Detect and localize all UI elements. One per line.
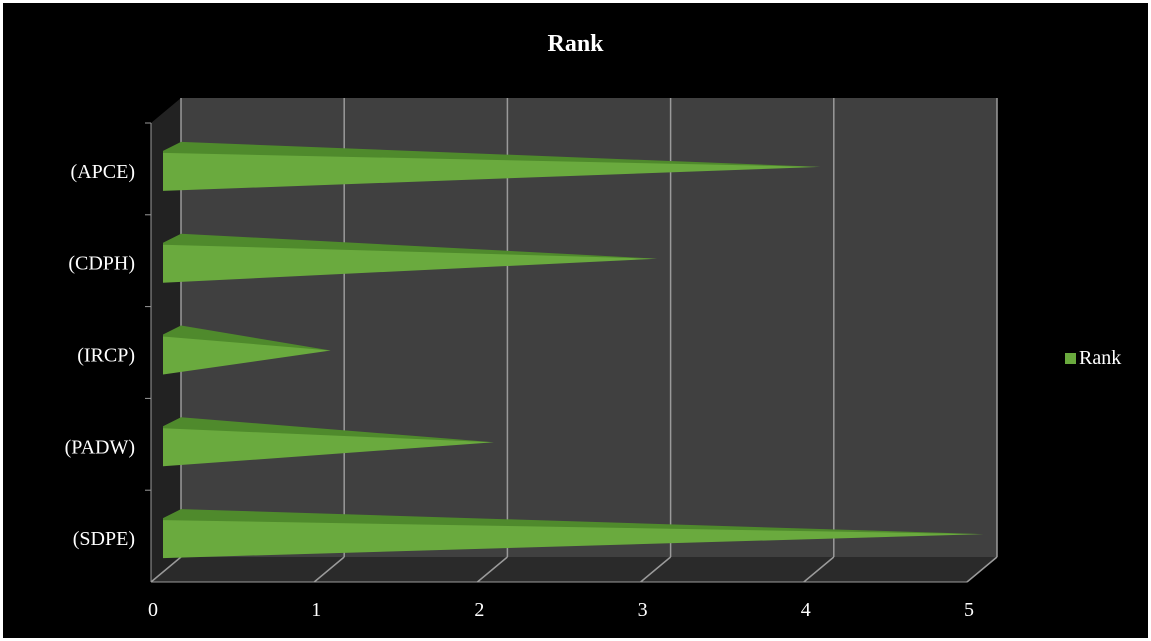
legend-swatch (1065, 353, 1076, 364)
gridline-floor (476, 556, 508, 583)
bar-top-face (163, 417, 494, 443)
chart-plot: 0 1 2 3 4 5 (APCE) (CDPH) (IRCP) (PADW) (SDPE) (65, 98, 998, 621)
gridline-floor (313, 556, 345, 583)
bar (163, 428, 494, 467)
gridline-floor (966, 556, 998, 583)
gridline-floor (150, 556, 182, 583)
y-tick-label: (IRCP) (77, 345, 135, 367)
x-tick-label: 0 (148, 599, 158, 621)
legend: Rank (1065, 347, 1121, 370)
x-tick-label: 1 (311, 599, 321, 621)
bar-top-face (163, 325, 331, 351)
bar-top-face (163, 141, 821, 167)
bar-top-face (163, 509, 984, 535)
bar (163, 244, 658, 283)
bar (163, 520, 984, 559)
bar (163, 152, 821, 191)
bar-top-face (163, 233, 658, 259)
x-tick-label: 5 (964, 599, 974, 621)
y-tick-label: (SDPE) (73, 528, 135, 550)
chart-title: Rank (547, 31, 604, 57)
x-tick-label: 4 (801, 599, 811, 621)
chart-frame: Rank 0 1 2 3 4 5 (APCE) (CDPH) (IRCP) (PADW) (SDPE… (3, 3, 1148, 638)
y-tick-label: (PADW) (65, 436, 135, 458)
x-tick-label: 3 (638, 599, 648, 621)
gridline-floor (640, 556, 672, 583)
x-tick-label: 2 (474, 599, 484, 621)
plot-floor (151, 557, 997, 582)
y-tick-label: (APCE) (71, 161, 135, 183)
legend-label: Rank (1079, 347, 1122, 369)
y-tick-label: (CDPH) (68, 253, 135, 275)
bar (163, 336, 331, 375)
gridline-floor (803, 556, 835, 583)
